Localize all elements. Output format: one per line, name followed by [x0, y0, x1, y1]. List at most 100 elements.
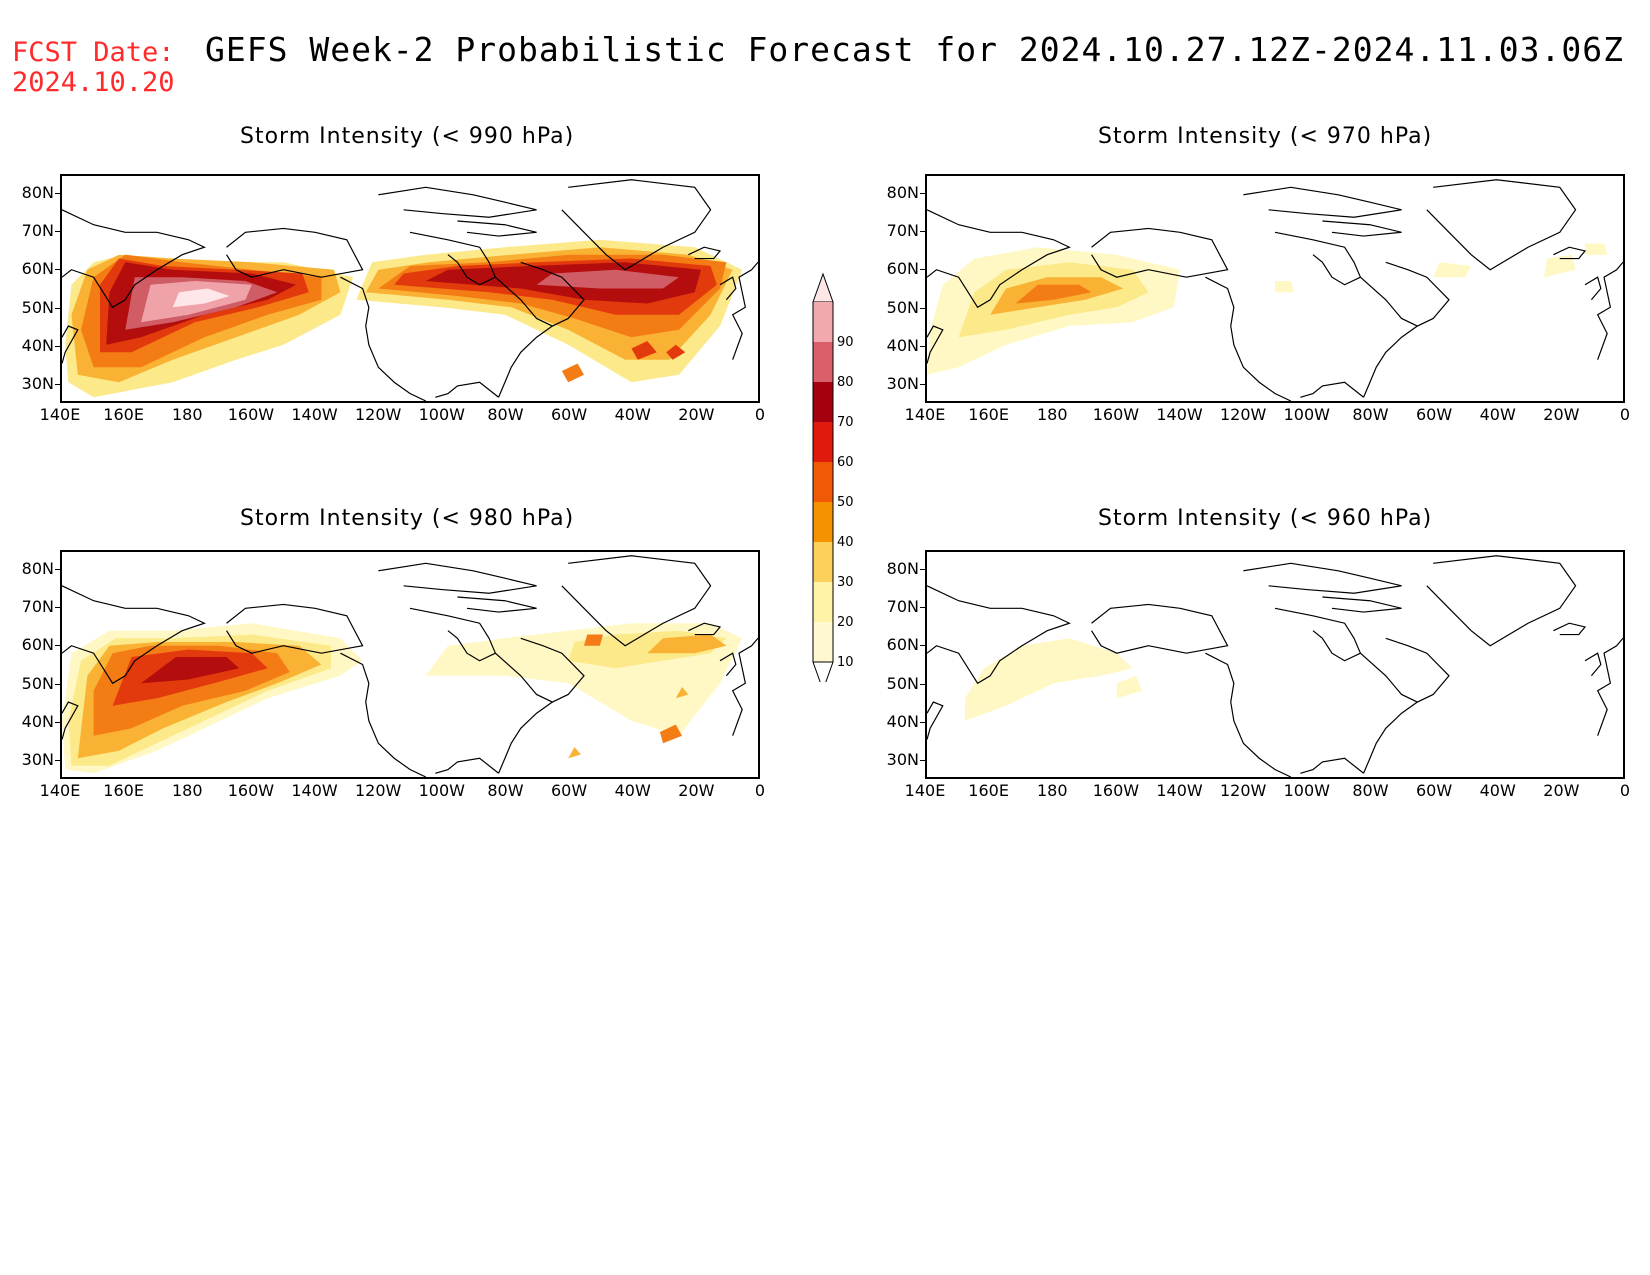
lat-tick-label: 60N — [21, 635, 54, 655]
coastline — [457, 220, 537, 237]
coastline — [688, 622, 722, 636]
coastline — [719, 276, 737, 301]
lat-tick — [920, 721, 925, 723]
coastline — [495, 637, 585, 703]
lon-tick-label: 140E — [904, 781, 946, 800]
lon-tick-label: 140E — [39, 781, 81, 800]
coastline — [561, 179, 712, 271]
coastline — [498, 325, 553, 398]
coastline — [927, 701, 944, 740]
lon-tick-label: 20W — [678, 405, 715, 424]
map-panel-980 — [60, 550, 760, 779]
coastline — [409, 231, 497, 286]
map-panel-960 — [925, 550, 1625, 779]
coastline — [1596, 261, 1623, 360]
lon-tick-label: 140E — [39, 405, 81, 424]
coastline — [731, 637, 758, 736]
colorbar-level-label: 40 — [837, 535, 854, 550]
colorbar-segment — [813, 622, 833, 662]
coastline — [561, 555, 712, 647]
lon-tick-label: 0 — [754, 405, 766, 424]
lon-tick-label: 0 — [754, 781, 766, 800]
colorbar-level-label: 90 — [837, 335, 854, 350]
probability-area-p30 — [675, 687, 689, 699]
lat-tick — [55, 721, 60, 723]
lat-tick-label: 80N — [21, 183, 54, 203]
lon-tick-label: 180 — [171, 405, 203, 424]
coastline — [498, 701, 553, 774]
lon-tick-label: 180 — [1036, 405, 1068, 424]
lon-tick-label: 100W — [1283, 781, 1330, 800]
coastline — [409, 607, 497, 662]
lat-tick-label: 40N — [886, 335, 919, 355]
probability-area-p40 — [561, 363, 584, 383]
coastline — [1243, 562, 1402, 594]
coastline — [226, 603, 364, 654]
lon-tick-label: 140W — [1156, 405, 1203, 424]
panel-title-990: Storm Intensity (< 990 hPa) — [240, 124, 575, 149]
coastline — [62, 585, 206, 685]
lon-tick-label: 160E — [968, 781, 1009, 800]
lon-tick-label: 80W — [487, 781, 524, 800]
lon-tick-label: 60W — [550, 781, 588, 800]
probability-area-p40 — [1015, 284, 1092, 304]
lon-tick-label: 100W — [1283, 405, 1330, 424]
lat-tick-label: 70N — [21, 597, 54, 617]
lat-tick — [55, 193, 60, 195]
probability-area-p10 — [1275, 281, 1294, 293]
lon-tick-label: 20W — [678, 781, 715, 800]
coastline — [1322, 596, 1402, 613]
panel-title-980: Storm Intensity (< 980 hPa) — [240, 506, 575, 531]
lat-tick-label: 50N — [21, 297, 54, 317]
lon-tick-label: 20W — [1543, 781, 1580, 800]
coastline — [435, 381, 499, 398]
colorbar-segment — [813, 422, 833, 462]
lon-tick-label: 100W — [418, 781, 465, 800]
lat-tick-label: 50N — [886, 297, 919, 317]
page-title: GEFS Week-2 Probabilistic Forecast for 2… — [205, 30, 1625, 69]
lat-tick-label: 30N — [886, 373, 919, 393]
coastline — [378, 562, 537, 594]
lat-tick-label: 60N — [21, 259, 54, 279]
probability-area-p60 — [141, 657, 240, 684]
probability-area-p40 — [584, 634, 603, 646]
coastline — [1584, 276, 1602, 301]
lat-tick-label: 30N — [21, 749, 54, 769]
coastline — [1363, 701, 1418, 774]
coastline — [1363, 325, 1418, 398]
coastline — [378, 186, 537, 218]
lon-tick-label: 40W — [1479, 781, 1516, 800]
lat-tick — [920, 231, 925, 233]
colorbar-top-arrow — [812, 272, 834, 303]
probability-area-p50 — [666, 344, 686, 360]
lat-tick — [55, 307, 60, 309]
coastline — [719, 652, 737, 677]
colorbar-level-label: 50 — [837, 495, 854, 510]
fcst-date-value: 2024.10.20 — [12, 67, 175, 98]
lat-tick — [55, 607, 60, 609]
map-panel-990 — [60, 174, 760, 403]
lat-tick-label: 40N — [21, 711, 54, 731]
lon-tick-label: 40W — [614, 781, 651, 800]
lon-tick-label: 40W — [614, 405, 651, 424]
lat-tick-label: 30N — [886, 749, 919, 769]
lat-tick-label: 40N — [21, 335, 54, 355]
coastline — [1091, 603, 1229, 654]
colorbar-bottom-arrow — [812, 661, 834, 682]
lon-tick-label: 0 — [1619, 405, 1631, 424]
lon-tick-label: 80W — [1352, 405, 1389, 424]
lat-tick-label: 50N — [886, 673, 919, 693]
lat-tick-label: 80N — [21, 559, 54, 579]
panel-title-970: Storm Intensity (< 970 hPa) — [1098, 124, 1433, 149]
lat-tick — [920, 307, 925, 309]
coastline — [1243, 186, 1402, 218]
lon-tick-label: 100W — [418, 405, 465, 424]
lon-tick-label: 180 — [171, 781, 203, 800]
probability-area-p10 — [964, 638, 1133, 721]
probability-area-p70 — [536, 269, 679, 289]
panel-title-960: Storm Intensity (< 960 hPa) — [1098, 506, 1433, 531]
map-panel-970 — [925, 174, 1625, 403]
coastline — [62, 209, 206, 309]
lon-tick-label: 160W — [227, 405, 275, 424]
lon-tick-label: 140W — [291, 405, 338, 424]
